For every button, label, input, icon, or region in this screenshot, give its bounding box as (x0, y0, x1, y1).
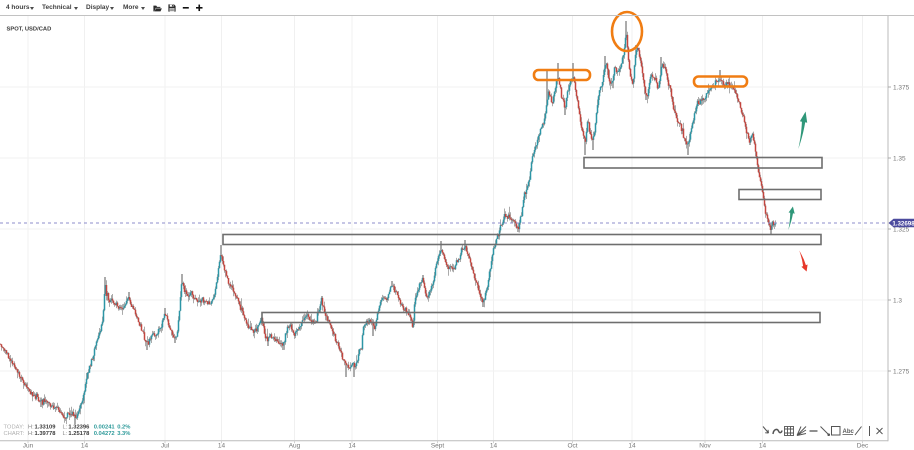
svg-text:Oct: Oct (567, 443, 577, 450)
svg-text:1.32396: 1.32396 (68, 424, 90, 430)
svg-text:1.33109: 1.33109 (35, 424, 57, 430)
svg-text:14: 14 (759, 443, 767, 450)
svg-text:H:: H: (28, 431, 34, 437)
svg-text:1.375: 1.375 (893, 84, 910, 91)
svg-text:Jun: Jun (23, 443, 34, 450)
svg-text:Jul: Jul (161, 443, 170, 450)
svg-text:1.275: 1.275 (893, 368, 910, 375)
svg-text:Abc: Abc (843, 429, 855, 435)
svg-text:0.04272: 0.04272 (94, 431, 115, 437)
svg-text:TODAY:: TODAY: (4, 424, 25, 430)
svg-text:14: 14 (218, 443, 226, 450)
svg-text:1.35: 1.35 (893, 155, 906, 162)
svg-text:Sept: Sept (431, 443, 445, 450)
svg-text:1.32698: 1.32698 (892, 220, 914, 227)
svg-text:0.00241: 0.00241 (94, 424, 116, 430)
svg-text:14: 14 (490, 443, 498, 450)
svg-text:SPOT, USD/CAD: SPOT, USD/CAD (7, 27, 52, 33)
svg-text:CHART:: CHART: (4, 431, 25, 437)
svg-text:1.25178: 1.25178 (68, 431, 90, 437)
svg-text:Dec: Dec (857, 443, 869, 450)
svg-text:1.39778: 1.39778 (35, 431, 57, 437)
svg-text:H:: H: (28, 424, 34, 430)
svg-text:14: 14 (81, 443, 89, 450)
svg-text:Nov: Nov (699, 443, 711, 450)
svg-text:0.2%: 0.2% (117, 424, 130, 430)
svg-text:1.3: 1.3 (893, 297, 902, 304)
svg-text:14: 14 (348, 443, 356, 450)
svg-text:L:: L: (63, 424, 68, 430)
svg-text:14: 14 (628, 443, 636, 450)
svg-text:1.325: 1.325 (893, 226, 910, 233)
svg-text:Aug: Aug (289, 443, 301, 450)
svg-text:3.3%: 3.3% (117, 431, 130, 437)
svg-text:L:: L: (63, 431, 68, 437)
